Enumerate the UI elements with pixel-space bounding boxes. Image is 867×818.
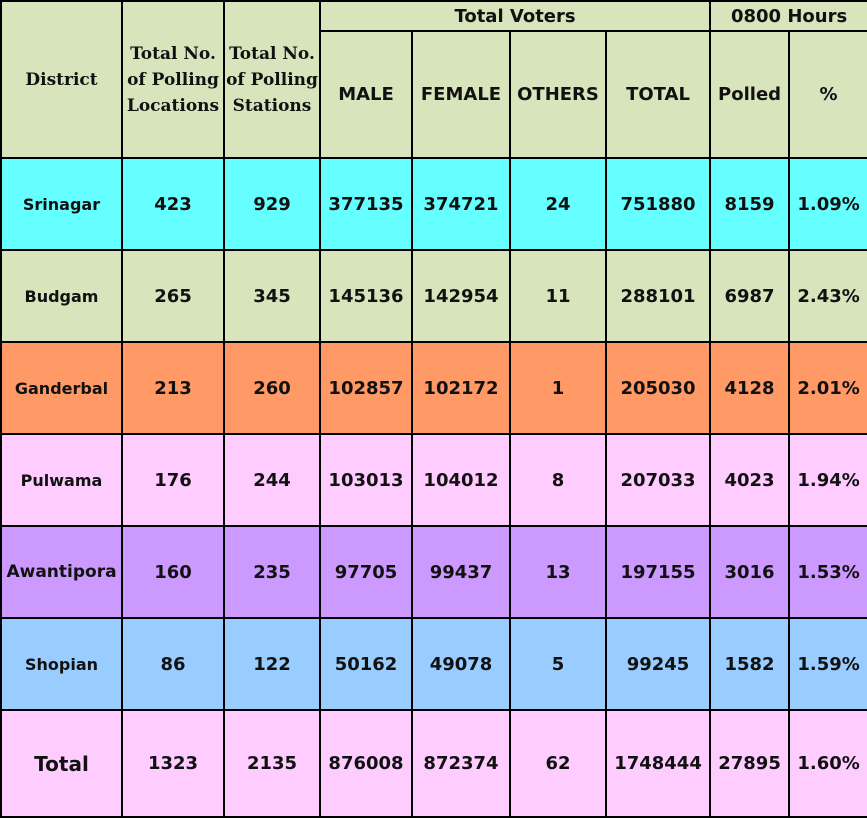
district-cell: Shopian bbox=[0, 617, 123, 711]
stations-cell: 122 bbox=[223, 617, 321, 711]
polled-cell: 6987 bbox=[709, 249, 791, 343]
male-cell: 50162 bbox=[319, 617, 413, 711]
locations-cell: 423 bbox=[121, 157, 225, 251]
others-cell: 13 bbox=[509, 525, 607, 619]
locations-cell: 160 bbox=[121, 525, 225, 619]
total-cell: 99245 bbox=[604, 617, 712, 711]
district-header: District bbox=[0, 0, 123, 159]
totals-row: Total 1323 2135 876008 872374 62 1748444… bbox=[0, 709, 867, 818]
percent-cell: 2.01% bbox=[788, 341, 867, 435]
percent-cell: 1.09% bbox=[788, 157, 867, 251]
male-cell: 102857 bbox=[319, 341, 413, 435]
female-cell: 374721 bbox=[411, 157, 511, 251]
table-row: Shopian 86 122 50162 49078 5 99245 1582 … bbox=[0, 617, 867, 711]
total-header: TOTAL bbox=[604, 30, 712, 159]
polled-header: Polled bbox=[709, 30, 791, 159]
others-cell: 8 bbox=[509, 433, 607, 527]
polled-cell: 1582 bbox=[709, 617, 791, 711]
totals-male: 876008 bbox=[319, 709, 413, 818]
polling-locations-header: Total No. of Polling Locations bbox=[121, 0, 225, 159]
hours-header: 0800 Hours bbox=[709, 0, 867, 32]
others-header: OTHERS bbox=[509, 30, 607, 159]
percent-cell: 1.59% bbox=[788, 617, 867, 711]
polling-stations-header: Total No. of Polling Stations bbox=[223, 0, 321, 159]
percent-header: % bbox=[788, 30, 867, 159]
locations-cell: 176 bbox=[121, 433, 225, 527]
total-cell: 197155 bbox=[604, 525, 712, 619]
totals-stations: 2135 bbox=[223, 709, 321, 818]
table-row: Srinagar 423 929 377135 374721 24 751880… bbox=[0, 157, 867, 251]
district-cell: Ganderbal bbox=[0, 341, 123, 435]
totals-female: 872374 bbox=[411, 709, 511, 818]
percent-cell: 1.94% bbox=[788, 433, 867, 527]
total-cell: 288101 bbox=[604, 249, 712, 343]
totals-total: 1748444 bbox=[604, 709, 712, 818]
stations-cell: 929 bbox=[223, 157, 321, 251]
total-cell: 207033 bbox=[604, 433, 712, 527]
table-row: Ganderbal 213 260 102857 102172 1 205030… bbox=[0, 341, 867, 435]
stations-cell: 244 bbox=[223, 433, 321, 527]
district-cell: Awantipora bbox=[0, 525, 123, 619]
locations-cell: 265 bbox=[121, 249, 225, 343]
male-cell: 145136 bbox=[319, 249, 413, 343]
totals-label: Total bbox=[0, 709, 123, 818]
totals-polled: 27895 bbox=[709, 709, 791, 818]
district-cell: Pulwama bbox=[0, 433, 123, 527]
female-cell: 99437 bbox=[411, 525, 511, 619]
polled-cell: 3016 bbox=[709, 525, 791, 619]
total-voters-header: Total Voters bbox=[318, 0, 712, 32]
polled-cell: 8159 bbox=[709, 157, 791, 251]
others-cell: 1 bbox=[509, 341, 607, 435]
percent-cell: 1.53% bbox=[788, 525, 867, 619]
male-cell: 103013 bbox=[319, 433, 413, 527]
locations-cell: 213 bbox=[121, 341, 225, 435]
female-cell: 49078 bbox=[411, 617, 511, 711]
stations-cell: 260 bbox=[223, 341, 321, 435]
others-cell: 5 bbox=[509, 617, 607, 711]
district-cell: Budgam bbox=[0, 249, 123, 343]
male-header: MALE bbox=[319, 30, 413, 159]
totals-others: 62 bbox=[509, 709, 607, 818]
others-cell: 11 bbox=[509, 249, 607, 343]
locations-cell: 86 bbox=[121, 617, 225, 711]
stations-cell: 235 bbox=[223, 525, 321, 619]
female-header: FEMALE bbox=[411, 30, 511, 159]
totals-percent: 1.60% bbox=[788, 709, 867, 818]
polled-cell: 4128 bbox=[709, 341, 791, 435]
percent-cell: 2.43% bbox=[788, 249, 867, 343]
others-cell: 24 bbox=[509, 157, 607, 251]
stations-cell: 345 bbox=[223, 249, 321, 343]
male-cell: 97705 bbox=[319, 525, 413, 619]
table-row: Awantipora 160 235 97705 99437 13 197155… bbox=[0, 525, 867, 619]
female-cell: 142954 bbox=[411, 249, 511, 343]
table-row: Budgam 265 345 145136 142954 11 288101 6… bbox=[0, 249, 867, 343]
total-cell: 751880 bbox=[604, 157, 712, 251]
district-cell: Srinagar bbox=[0, 157, 123, 251]
table-row: Pulwama 176 244 103013 104012 8 207033 4… bbox=[0, 433, 867, 527]
totals-locations: 1323 bbox=[121, 709, 225, 818]
polled-cell: 4023 bbox=[709, 433, 791, 527]
total-cell: 205030 bbox=[604, 341, 712, 435]
female-cell: 102172 bbox=[411, 341, 511, 435]
female-cell: 104012 bbox=[411, 433, 511, 527]
male-cell: 377135 bbox=[319, 157, 413, 251]
